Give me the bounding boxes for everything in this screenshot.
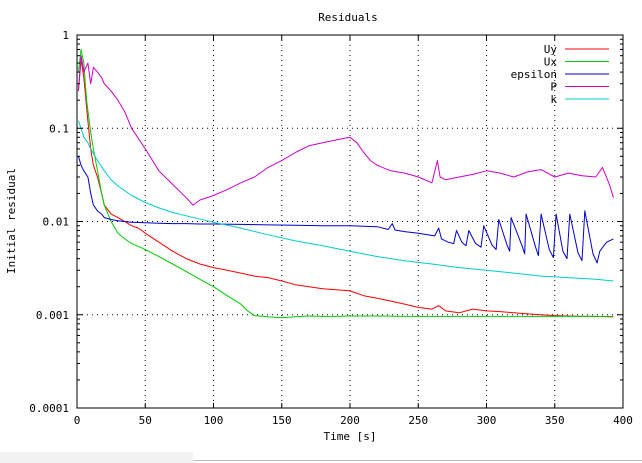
x-tick-label: 250 [408, 414, 428, 427]
x-tick-label: 200 [340, 414, 360, 427]
x-tick-label: 350 [545, 414, 565, 427]
x-tick-label: 400 [613, 414, 633, 427]
x-tick-label: 50 [139, 414, 152, 427]
y-tick-label: 1 [62, 29, 69, 42]
legend-label-k: k [550, 93, 557, 106]
series-line-ux [77, 48, 614, 319]
legend-label-epsilon: epsilon [511, 68, 557, 81]
chart-title: Residuals [318, 11, 378, 24]
x-tick-label: 150 [272, 414, 292, 427]
grid [77, 35, 623, 408]
x-tick-label: 100 [204, 414, 224, 427]
y-tick-label: 0.001 [36, 309, 69, 322]
x-tick-label: 300 [477, 414, 497, 427]
series-line-k [77, 120, 614, 282]
y-axis-label: Initial residual [5, 168, 18, 274]
y-tick-label: 0.0001 [29, 402, 69, 415]
axis-ticks: 0 50 100 150 200 250 300 350 400 1 0.1 0.01 0.001 0.0… [29, 29, 633, 427]
legend-label-uy: Uy [544, 43, 558, 56]
series-line-uy [77, 58, 614, 318]
series-lines [77, 48, 614, 319]
legend-label-ux: Ux [544, 56, 558, 69]
x-axis-label: Time [s] [324, 430, 377, 443]
series-line-epsilon [77, 156, 614, 264]
x-tick-label: 0 [74, 414, 81, 427]
legend-label-p: P [550, 81, 557, 94]
window-bottom-edge [0, 452, 642, 463]
y-tick-label: 0.01 [43, 216, 70, 229]
y-tick-label: 0.1 [49, 122, 69, 135]
series-line-p [77, 55, 614, 206]
